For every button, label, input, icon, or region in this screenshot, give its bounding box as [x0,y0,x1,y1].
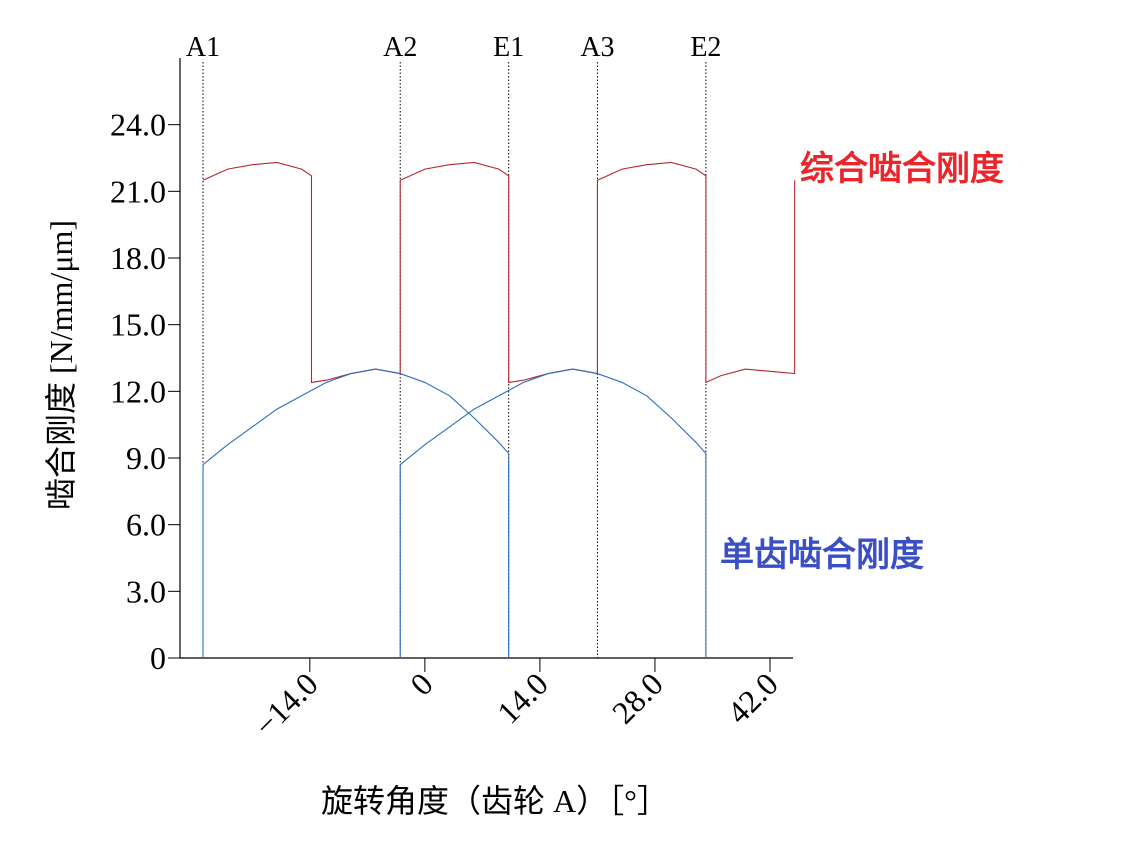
x-tick-label: −14.0 [247,665,325,743]
x-tick-label: 0 [403,665,440,702]
series-line [202,161,796,384]
series-line [202,368,510,658]
marker-label: A1 [186,32,220,63]
y-tick-label: 15.0 [110,307,166,343]
y-tick-label: 9.0 [126,440,166,476]
y-tick-label: 21.0 [110,173,166,209]
x-tick-label: 14.0 [490,665,555,730]
y-tick-label: 24.0 [110,107,166,143]
y-axis-title: 啮合刚度 [N/mm/μm] [43,220,79,510]
marker-label: E2 [690,32,721,63]
y-tick-label: 6.0 [126,507,166,543]
y-tick-label: 18.0 [110,240,166,276]
marker-label: E1 [493,32,524,63]
curve-annotation: 综合啮合刚度 [800,150,1004,188]
series-line [399,368,707,658]
marker-label: A3 [580,32,614,63]
x-tick-label: 42.0 [720,665,785,730]
y-tick-label: 0 [150,640,166,676]
marker-label: A2 [383,32,417,63]
curve-annotation: 单齿啮合刚度 [720,536,924,574]
x-axis-title: 旋转角度（齿轮 A）［°］ [321,783,669,819]
y-tick-label: 12.0 [110,373,166,409]
x-tick-label: 28.0 [605,665,670,730]
y-tick-label: 3.0 [126,573,166,609]
